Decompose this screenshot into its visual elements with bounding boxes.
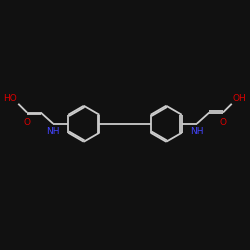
Text: HO: HO: [3, 94, 17, 102]
Text: NH: NH: [190, 127, 203, 136]
Text: NH: NH: [46, 127, 60, 136]
Text: OH: OH: [233, 94, 247, 102]
Text: O: O: [24, 118, 30, 127]
Text: O: O: [220, 118, 226, 127]
